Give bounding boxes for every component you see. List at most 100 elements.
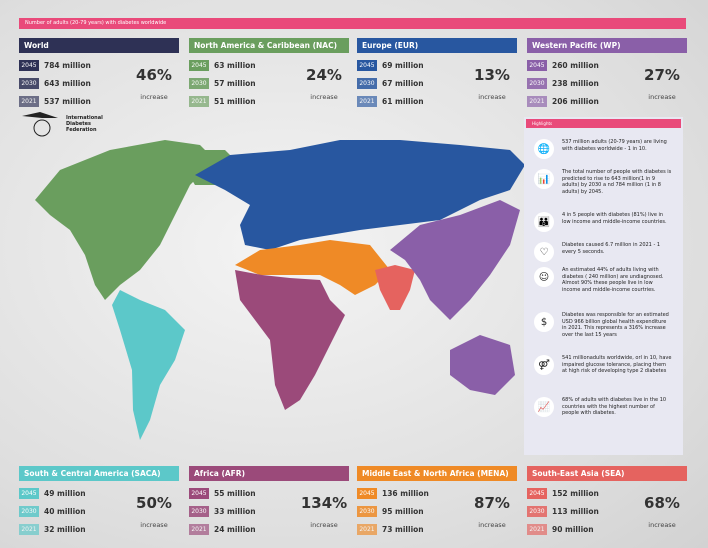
increase-label: increase xyxy=(478,521,506,529)
year-tag: 2030 xyxy=(189,505,209,517)
value: 51 million xyxy=(214,96,256,106)
highlights-title: Highlights xyxy=(526,119,681,128)
highlight-text: 537 million adults (20-79 years) are liv… xyxy=(562,139,667,152)
increase-stat: 50% increase xyxy=(129,494,179,531)
region-card-nac: North America & Caribbean (NAC) 2045 63 mi… xyxy=(189,38,349,107)
year-tag: 2021 xyxy=(189,523,209,535)
increase-stat: 13% increase xyxy=(467,66,517,103)
region-name: South-East Asia (SEA) xyxy=(527,466,687,481)
year-row: 2045 784 million xyxy=(19,59,179,71)
region-name: Europe (EUR) xyxy=(357,38,517,53)
year-tag: 2021 xyxy=(19,95,39,107)
year-tag: 2045 xyxy=(527,59,547,71)
title-bar: Number of adults (20-79 years) with diab… xyxy=(19,18,686,29)
region-name: Middle East & North Africa (MENA) xyxy=(357,466,517,481)
year-row: 2030 113 million xyxy=(527,505,687,517)
year-tag: 2021 xyxy=(189,95,209,107)
value: 55 million xyxy=(214,488,256,498)
highlight-text: Diabetes caused 6.7 million in 2021 - 1 … xyxy=(562,242,661,255)
map-region-sea xyxy=(375,265,415,310)
couple-icon: ⚤ xyxy=(534,355,554,375)
year-tag: 2045 xyxy=(527,487,547,499)
year-row: 2045 152 million xyxy=(527,487,687,499)
year-row: 2030 67 million xyxy=(357,77,517,89)
map-region-saca xyxy=(112,290,185,440)
map-region-wp xyxy=(390,200,520,320)
highlight-item: 📈 68% of adults with diabetes live in the… xyxy=(534,397,672,417)
value: 69 million xyxy=(382,60,424,70)
year-row: 2030 57 million xyxy=(189,77,349,89)
year-row: 2030 40 million xyxy=(19,505,179,517)
value: 67 million xyxy=(382,78,424,88)
value: 260 million xyxy=(552,60,599,70)
year-row: 2021 51 million xyxy=(189,95,349,107)
value: 33 million xyxy=(214,506,256,516)
person-hand-icon: ☺ xyxy=(534,267,554,287)
region-name: North America & Caribbean (NAC) xyxy=(189,38,349,53)
increase-label: increase xyxy=(140,93,168,101)
increase-percent: 27% xyxy=(644,66,680,84)
increase-label: increase xyxy=(648,521,676,529)
chart-icon: 📊 xyxy=(534,169,554,189)
increase-percent: 134% xyxy=(300,494,348,512)
highlight-item: 🌐 537 million adults (20-79 years) are li… xyxy=(534,139,672,159)
year-tag: 2021 xyxy=(357,95,377,107)
globe-icon: 🌐 xyxy=(534,139,554,159)
increase-percent: 24% xyxy=(306,66,342,84)
increase-label: increase xyxy=(478,93,506,101)
value: 95 million xyxy=(382,506,424,516)
region-card-sea: South-East Asia (SEA) 2045 152 million 2030… xyxy=(527,466,687,535)
map-region-afr xyxy=(235,270,345,410)
year-row: 2045 260 million xyxy=(527,59,687,71)
highlight-text: Diabetes was responsible for an estimate… xyxy=(562,312,669,338)
increase-percent: 50% xyxy=(136,494,172,512)
value: 206 million xyxy=(552,96,599,106)
year-tag: 2045 xyxy=(189,487,209,499)
people-icon: 👪 xyxy=(534,212,554,232)
year-tag: 2030 xyxy=(19,505,39,517)
increase-stat: 134% increase xyxy=(299,494,349,531)
year-row: 2045 55 million xyxy=(189,487,349,499)
region-card-eur: Europe (EUR) 2045 69 million 2030 67 million… xyxy=(357,38,517,107)
year-tag: 2045 xyxy=(19,487,39,499)
year-row: 2021 24 million xyxy=(189,523,349,535)
increase-percent: 46% xyxy=(136,66,172,84)
map-region-mena xyxy=(235,240,390,295)
year-tag: 2045 xyxy=(19,59,39,71)
highlight-text: 68% of adults with diabetes live in the … xyxy=(562,397,667,416)
year-tag: 2030 xyxy=(527,505,547,517)
heart-icon: ♡ xyxy=(534,242,554,262)
region-card-world: World 2045 784 million 2030 643 million 2021 5… xyxy=(19,38,179,107)
value: 238 million xyxy=(552,78,599,88)
highlight-text: 541 millionadults worldwide, orl in 10, … xyxy=(562,355,672,374)
year-tag: 2045 xyxy=(189,59,209,71)
year-row: 2045 63 million xyxy=(189,59,349,71)
region-card-wp: Western Pacific (WP) 2045 260 million 2030 2… xyxy=(527,38,687,107)
trend-icon: 📈 xyxy=(534,397,554,417)
year-row: 2021 32 million xyxy=(19,523,179,535)
value: 61 million xyxy=(382,96,424,106)
coins-icon: $ xyxy=(534,312,554,332)
year-row: 2021 73 million xyxy=(357,523,517,535)
value: 90 million xyxy=(552,524,594,534)
value: 63 million xyxy=(214,60,256,70)
map-region-australia xyxy=(450,335,515,395)
region-name: South & Central America (SACA) xyxy=(19,466,179,481)
value: 136 million xyxy=(382,488,429,498)
region-name: Africa (AFR) xyxy=(189,466,349,481)
increase-label: increase xyxy=(310,521,338,529)
highlight-item: $ Diabetes was responsible for an estimat… xyxy=(534,312,672,338)
increase-stat: 87% increase xyxy=(467,494,517,531)
year-row: 2030 33 million xyxy=(189,505,349,517)
value: 113 million xyxy=(552,506,599,516)
region-card-mena: Middle East & North Africa (MENA) 2045 136… xyxy=(357,466,517,535)
increase-label: increase xyxy=(310,93,338,101)
year-row: 2021 90 million xyxy=(527,523,687,535)
idf-logo: International Diabetes Federation xyxy=(20,110,106,138)
region-name: Western Pacific (WP) xyxy=(527,38,687,53)
increase-stat: 24% increase xyxy=(299,66,349,103)
year-tag: 2021 xyxy=(19,523,39,535)
increase-percent: 13% xyxy=(474,66,510,84)
year-row: 2021 61 million xyxy=(357,95,517,107)
